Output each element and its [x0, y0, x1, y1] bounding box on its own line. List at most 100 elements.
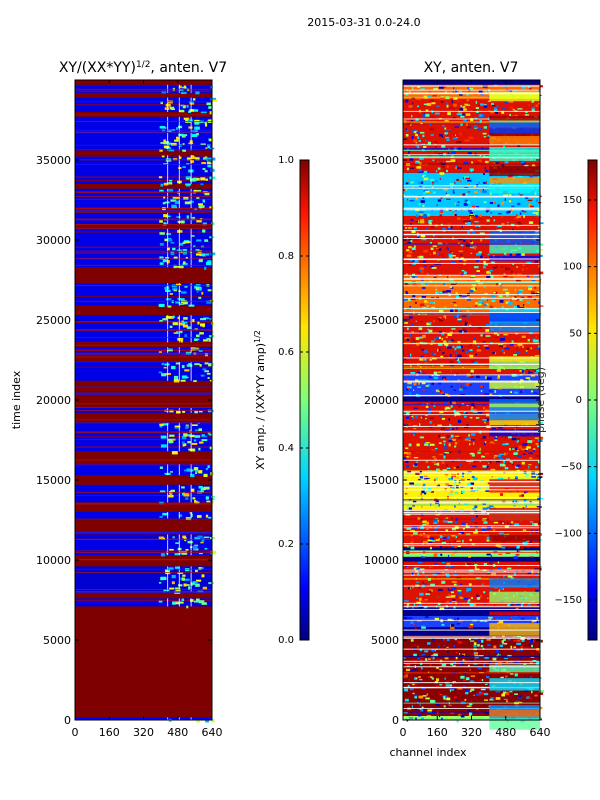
heatmap-speckle	[463, 108, 467, 111]
heatmap-speckle	[489, 271, 491, 275]
heatmap-speckle	[479, 347, 482, 350]
heatmap-speckle	[430, 708, 434, 710]
heatmap-speckle	[470, 275, 476, 277]
heatmap-speckle	[187, 440, 191, 444]
heatmap-speckle	[449, 279, 454, 281]
heatmap-speckle	[448, 589, 453, 591]
heatmap-speckle	[456, 540, 461, 542]
heatmap-speckle	[437, 663, 442, 666]
heatmap-speckle	[198, 428, 203, 432]
heatmap-speckle	[459, 463, 462, 467]
heatmap-speckle	[431, 449, 435, 451]
heatmap-speckle	[443, 569, 448, 573]
heatmap-speckle	[186, 157, 191, 161]
heatmap-speckle	[452, 545, 454, 549]
flag-line	[75, 393, 212, 395]
heatmap-speckle	[419, 568, 425, 571]
heatmap-speckle	[408, 678, 411, 682]
heatmap-speckle	[421, 148, 425, 152]
heatmap-speckle	[485, 347, 490, 350]
heatmap-speckle	[188, 586, 191, 590]
heatmap-speckle	[461, 385, 463, 388]
heatmap-speckle	[447, 112, 451, 116]
heatmap-speckle	[490, 275, 494, 279]
heatmap-speckle	[418, 676, 421, 679]
heatmap-speckle	[466, 183, 471, 186]
heatmap-speckle	[463, 271, 467, 275]
heatmap-speckle	[483, 263, 488, 266]
channel-flag	[178, 212, 180, 224]
heatmap-speckle	[421, 143, 426, 145]
heatmap-speckle	[485, 303, 489, 306]
channel-flag	[190, 717, 192, 720]
flag-line	[403, 686, 540, 688]
heatmap-speckle	[514, 523, 520, 527]
flag-line	[75, 438, 212, 440]
heatmap-speckle	[448, 493, 453, 496]
heatmap-speckle	[489, 166, 540, 177]
heatmap-speckle	[458, 679, 460, 683]
heatmap-speckle	[478, 303, 482, 306]
heatmap-speckle	[492, 657, 497, 661]
heatmap-speckle	[519, 547, 525, 550]
heatmap-speckle	[185, 256, 188, 259]
heatmap-speckle	[434, 463, 438, 465]
heatmap-speckle	[473, 652, 478, 655]
heatmap-speckle	[438, 484, 441, 487]
heatmap-band	[75, 598, 212, 607]
heatmap-speckle	[172, 601, 176, 605]
heatmap-speckle	[479, 385, 483, 387]
heatmap-speckle	[192, 497, 196, 500]
channel-flag	[178, 228, 180, 268]
heatmap-speckle	[454, 435, 460, 437]
heatmap-speckle	[412, 554, 414, 557]
heatmap-speckle	[407, 708, 411, 710]
heatmap-speckle	[445, 169, 448, 173]
heatmap-speckle	[446, 104, 449, 108]
heatmap-speckle	[422, 196, 425, 199]
heatmap-speckle	[503, 273, 506, 275]
heatmap-speckle	[487, 162, 489, 164]
heatmap-speckle	[465, 533, 471, 536]
heatmap-speckle	[479, 232, 485, 235]
heatmap-speckle	[492, 105, 496, 107]
heatmap-speckle	[447, 485, 453, 487]
heatmap-speckle	[455, 166, 457, 170]
heatmap-speckle	[441, 125, 445, 127]
heatmap-speckle	[459, 583, 463, 585]
heatmap-speckle	[421, 164, 426, 167]
heatmap-speckle	[467, 87, 469, 90]
heatmap-speckle	[209, 446, 213, 450]
flag-line	[75, 192, 212, 193]
flag-line	[75, 219, 212, 221]
heatmap-speckle	[403, 320, 405, 323]
heatmap-speckle	[405, 663, 411, 666]
heatmap-speckle	[420, 88, 425, 90]
flag-line	[403, 259, 540, 261]
heatmap-speckle	[175, 197, 180, 200]
heatmap-speckle	[485, 452, 490, 456]
flag-line	[403, 585, 540, 587]
channel-flag	[190, 315, 192, 343]
flag-line	[403, 314, 540, 316]
heatmap-speckle	[411, 552, 416, 555]
heatmap-speckle	[410, 546, 415, 550]
heatmap-speckle	[438, 381, 442, 385]
heatmap-speckle	[536, 347, 540, 350]
flag-line	[403, 96, 540, 98]
heatmap-speckle	[520, 296, 525, 298]
heatmap-speckle	[209, 433, 213, 436]
heatmap-speckle	[199, 332, 204, 335]
flag-line	[403, 258, 540, 260]
heatmap-speckle	[190, 473, 195, 478]
heatmap-speckle	[403, 297, 409, 301]
heatmap-speckle	[424, 489, 428, 493]
heatmap-speckle	[180, 330, 183, 334]
heatmap-speckle	[411, 538, 415, 541]
heatmap-speckle	[188, 126, 193, 129]
heatmap-speckle	[427, 489, 433, 492]
heatmap-speckle	[490, 526, 495, 528]
heatmap-speckle	[455, 699, 458, 701]
heatmap-speckle	[437, 645, 440, 647]
heatmap-speckle	[539, 690, 544, 693]
